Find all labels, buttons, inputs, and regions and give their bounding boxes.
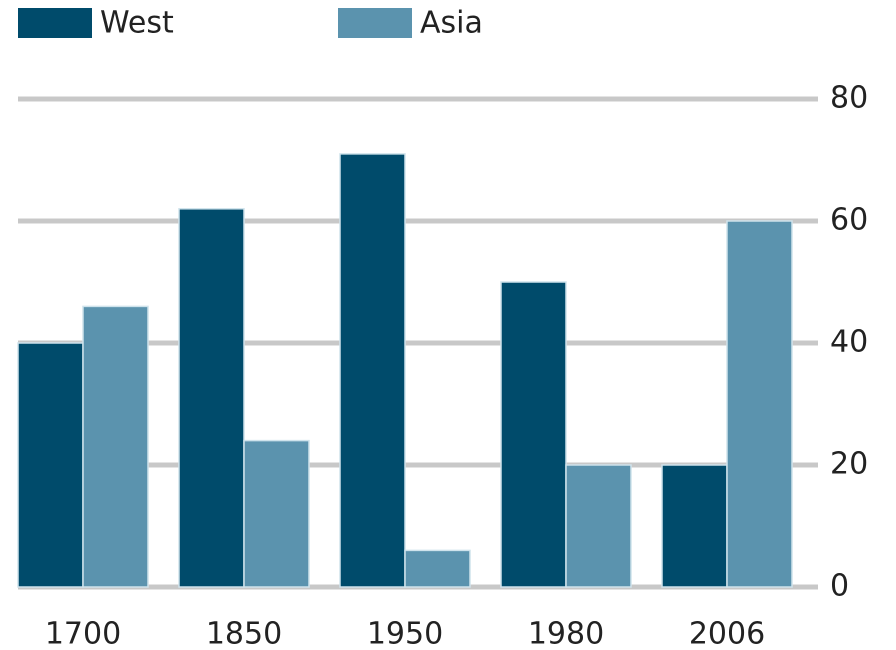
y-tick-label: 60 xyxy=(830,203,868,238)
bar xyxy=(726,220,793,588)
bar xyxy=(661,464,728,588)
x-tick-label: 1700 xyxy=(45,617,121,650)
legend-swatch xyxy=(18,8,92,38)
bar xyxy=(17,342,84,588)
x-tick-label: 2006 xyxy=(689,617,765,650)
x-tick-label: 1950 xyxy=(367,617,443,650)
y-tick-label: 20 xyxy=(830,447,868,482)
legend-label: West xyxy=(100,6,174,41)
legend-label: Asia xyxy=(420,6,483,41)
bar xyxy=(404,549,471,588)
y-tick-label: 0 xyxy=(830,569,849,604)
bar xyxy=(565,464,632,588)
x-tick-label: 1980 xyxy=(528,617,604,650)
legend-swatch xyxy=(338,8,412,38)
y-tick-label: 80 xyxy=(830,81,868,116)
bar xyxy=(243,439,310,588)
bar xyxy=(178,208,245,588)
bar xyxy=(339,153,406,588)
x-tick-label: 1850 xyxy=(206,617,282,650)
bar xyxy=(82,305,149,588)
y-tick-label: 40 xyxy=(830,325,868,360)
bar xyxy=(500,281,567,588)
